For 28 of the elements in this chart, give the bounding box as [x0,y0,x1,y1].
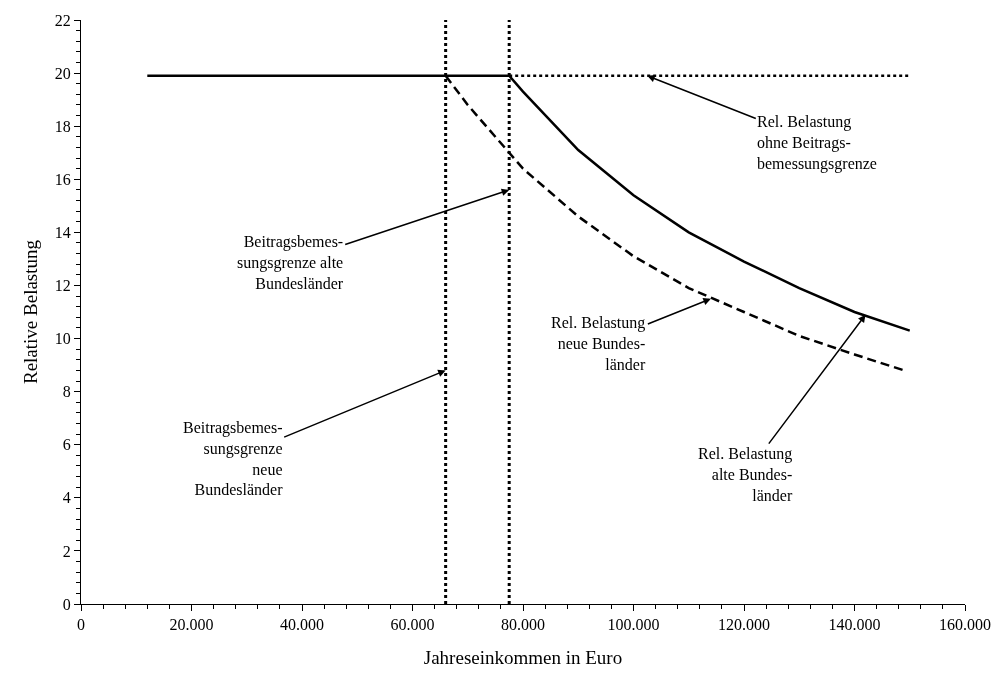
x-tick-label: 80.000 [501,616,545,634]
x-tick-label: 100.000 [607,616,660,634]
y-tick-label: 14 [54,223,71,241]
annotation: Rel. Belastung alte Bundes- länder [698,445,793,504]
y-tick-label: 6 [62,436,71,454]
y-tick-label: 8 [62,383,71,401]
y-axis-title: Relative Belastung [19,239,41,385]
y-tick-label: 2 [62,542,71,560]
y-tick-label: 10 [54,330,71,348]
x-tick-label: 20.000 [169,616,214,634]
y-tick-label: 12 [54,277,71,295]
y-tick-label: 18 [54,117,71,135]
y-tick-label: 22 [54,11,71,29]
x-tick-label: 140.000 [828,616,881,634]
annotation: Beitragsbemes- sungsgrenze alte Bundesländer [237,233,344,292]
y-tick-label: 20 [54,64,71,82]
y-tick-label: 0 [62,595,71,613]
annotation: Beitragsbemes- sungsgrenze neue Bundesländer [183,419,284,499]
x-tick-label: 0 [77,616,85,634]
x-tick-label: 120.000 [718,616,770,634]
x-tick-label: 160.000 [939,616,991,634]
y-tick-label: 16 [54,170,71,188]
annotation: Rel. Belastung neue Bundes- länder [551,314,646,373]
x-tick-label: 60.000 [390,616,435,634]
x-tick-label: 40.000 [280,616,324,634]
annotation: Rel. Belastung ohne Beitrags- bemessungsgrenze [757,113,877,173]
x-axis-title: Jahreseinkommen in Euro [423,647,623,668]
y-tick-label: 4 [62,489,71,507]
